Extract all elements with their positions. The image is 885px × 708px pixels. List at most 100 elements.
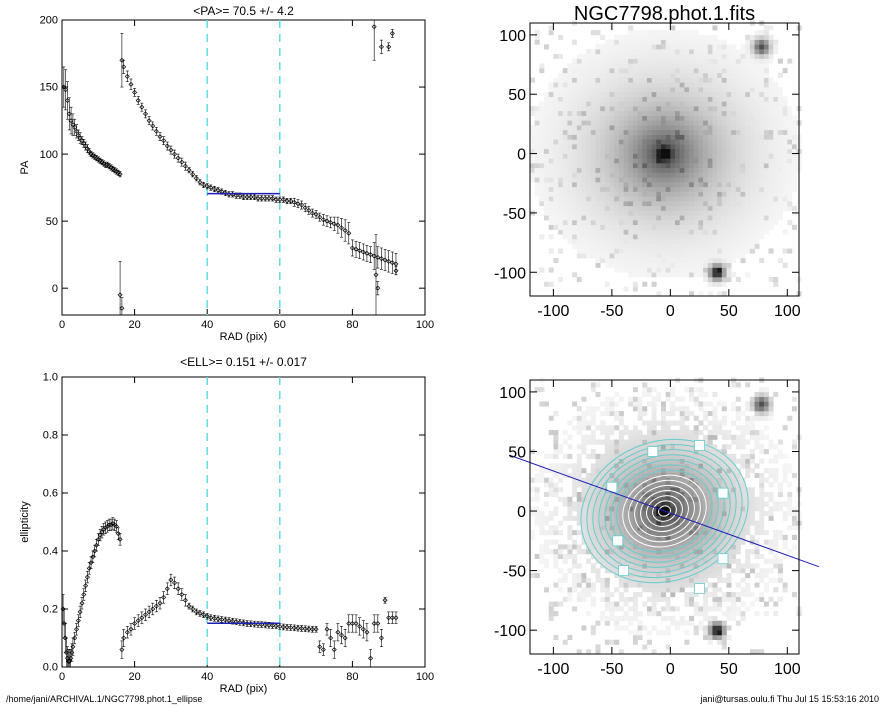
image-pixel bbox=[581, 172, 587, 178]
image-pixel bbox=[679, 144, 685, 150]
data-point bbox=[280, 624, 286, 630]
data-point bbox=[309, 626, 315, 632]
image-pixel bbox=[665, 106, 671, 112]
image-pixel bbox=[562, 139, 568, 145]
image-pixel bbox=[604, 139, 610, 145]
image-pixel bbox=[726, 592, 732, 598]
image-pixel bbox=[749, 234, 755, 240]
image-pixel bbox=[642, 205, 648, 211]
image-pixel bbox=[553, 177, 559, 183]
image-pixel bbox=[735, 215, 741, 221]
image-pixel bbox=[544, 191, 550, 197]
image-pixel bbox=[628, 477, 634, 483]
image-pixel bbox=[642, 572, 648, 579]
image-pixel bbox=[637, 515, 643, 521]
image-pixel bbox=[642, 106, 648, 112]
image-pixel bbox=[782, 186, 788, 192]
image-pixel bbox=[604, 148, 610, 154]
image-pixel bbox=[670, 87, 676, 93]
image-pixel bbox=[777, 577, 783, 583]
image-pixel bbox=[651, 110, 657, 116]
image-pixel bbox=[679, 568, 685, 574]
image-pixel bbox=[660, 215, 666, 221]
image-pixel bbox=[721, 258, 727, 264]
image-pixel bbox=[628, 620, 634, 626]
image-pixel bbox=[581, 87, 587, 93]
image-pixel bbox=[791, 153, 797, 159]
image-pixel bbox=[646, 239, 652, 245]
image-pixel bbox=[693, 148, 699, 154]
image-pixel bbox=[660, 253, 666, 259]
image-pixel bbox=[656, 167, 662, 173]
image-pixel bbox=[651, 582, 657, 588]
image-pixel bbox=[787, 144, 793, 150]
image-pixel bbox=[763, 587, 769, 593]
image-pixel bbox=[698, 196, 704, 202]
image-pixel bbox=[558, 215, 564, 221]
image-pixel bbox=[628, 272, 634, 278]
y-tick-label: 1.0 bbox=[43, 372, 58, 384]
image-pixel bbox=[530, 134, 535, 140]
image-pixel bbox=[618, 39, 624, 45]
x-tick-label: 50 bbox=[720, 303, 738, 320]
image-pixel bbox=[572, 515, 578, 521]
image-pixel bbox=[703, 472, 709, 478]
image-pixel bbox=[604, 144, 610, 150]
image-pixel bbox=[642, 229, 648, 235]
image-pixel bbox=[689, 110, 695, 116]
image-pixel bbox=[637, 215, 643, 221]
data-point bbox=[77, 609, 83, 615]
image-pixel bbox=[726, 220, 732, 226]
image-pixel bbox=[604, 501, 610, 507]
image-pixel bbox=[749, 468, 755, 474]
image-pixel bbox=[628, 106, 634, 112]
chart-title: NGC7798.phot.1.fits bbox=[574, 3, 755, 25]
image-pixel bbox=[689, 596, 695, 602]
image-pixel bbox=[703, 144, 709, 150]
image-pixel bbox=[777, 596, 783, 602]
image-pixel bbox=[562, 72, 568, 78]
image-pixel bbox=[637, 468, 643, 474]
image-pixel bbox=[656, 229, 662, 235]
image-pixel bbox=[590, 106, 596, 112]
image-pixel bbox=[628, 172, 634, 178]
image-pixel bbox=[745, 520, 751, 526]
image-pixel bbox=[773, 106, 779, 112]
image-pixel bbox=[581, 110, 587, 116]
image-pixel bbox=[693, 496, 699, 502]
image-pixel bbox=[637, 30, 643, 36]
image-pixel bbox=[646, 125, 652, 131]
image-pixel bbox=[576, 215, 582, 221]
image-pixel bbox=[642, 186, 648, 192]
image-pixel bbox=[721, 549, 727, 555]
image-pixel bbox=[693, 63, 699, 69]
image-pixel bbox=[600, 210, 606, 216]
image-pixel bbox=[642, 39, 648, 45]
image-pixel bbox=[637, 477, 643, 483]
image-pixel bbox=[726, 606, 732, 612]
image-pixel bbox=[768, 25, 774, 31]
data-point bbox=[182, 597, 188, 603]
y-tick-label: 0.6 bbox=[43, 488, 58, 500]
image-pixel bbox=[544, 144, 550, 150]
y-tick-label: -100 bbox=[494, 265, 526, 282]
image-pixel bbox=[726, 120, 732, 126]
image-pixel bbox=[735, 568, 741, 574]
image-pixel bbox=[567, 177, 573, 183]
image-pixel bbox=[754, 544, 760, 550]
data-point bbox=[386, 44, 392, 50]
image-pixel bbox=[735, 224, 741, 230]
image-pixel bbox=[539, 144, 545, 150]
image-pixel bbox=[609, 224, 615, 230]
image-pixel bbox=[717, 201, 723, 207]
image-pixel bbox=[675, 544, 681, 550]
image-pixel bbox=[632, 177, 638, 183]
image-pixel bbox=[768, 248, 774, 254]
image-pixel bbox=[759, 144, 765, 150]
x-tick-label: 0 bbox=[666, 303, 675, 320]
image-pixel bbox=[539, 163, 545, 169]
image-pixel bbox=[604, 63, 610, 69]
image-pixel bbox=[632, 639, 638, 645]
image-pixel bbox=[623, 258, 629, 264]
image-pixel bbox=[754, 582, 760, 588]
